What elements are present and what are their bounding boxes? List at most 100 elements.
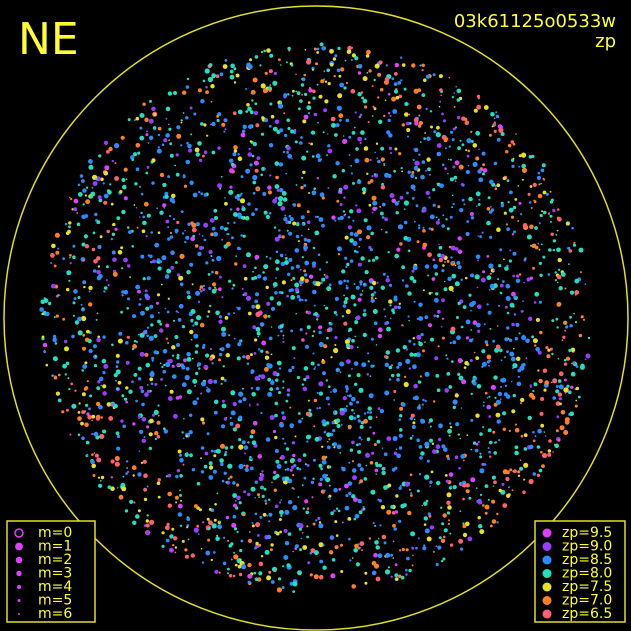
star [356, 373, 361, 378]
star [190, 318, 194, 322]
star [447, 428, 452, 434]
star [131, 245, 134, 248]
star [359, 280, 363, 284]
star [197, 300, 201, 303]
star [217, 183, 223, 189]
star [266, 534, 272, 540]
star [103, 286, 108, 290]
star [417, 405, 421, 410]
star [452, 290, 454, 293]
star [364, 571, 368, 575]
star [319, 192, 325, 198]
star [385, 64, 388, 67]
star [222, 536, 226, 539]
star [353, 361, 359, 366]
star [284, 254, 287, 256]
star [290, 329, 294, 333]
star [260, 173, 264, 177]
star [424, 474, 430, 480]
star [301, 383, 305, 386]
star [219, 72, 224, 77]
star [145, 171, 149, 175]
star [262, 512, 267, 517]
star [358, 115, 362, 119]
star [247, 492, 251, 497]
star [262, 271, 265, 274]
star [542, 368, 548, 373]
star [481, 231, 484, 234]
star [203, 222, 209, 228]
star [97, 476, 101, 479]
star [299, 284, 302, 287]
star [260, 132, 265, 136]
star [504, 305, 508, 309]
star [398, 302, 401, 305]
star [351, 584, 357, 589]
star [424, 528, 430, 534]
star [265, 214, 270, 219]
star [137, 289, 141, 294]
star [127, 118, 131, 122]
star [294, 140, 298, 144]
star [543, 210, 547, 215]
star [168, 139, 171, 142]
star [201, 345, 206, 349]
star [498, 127, 504, 133]
star [393, 451, 398, 456]
star [510, 380, 513, 383]
star [345, 390, 348, 393]
star [245, 354, 251, 360]
star [392, 540, 395, 543]
star [151, 356, 155, 360]
star [396, 377, 400, 382]
star [423, 137, 426, 140]
star [375, 576, 381, 582]
star [355, 562, 360, 567]
star [193, 333, 199, 339]
star [125, 386, 129, 390]
star [243, 445, 249, 450]
star [333, 347, 339, 354]
star [564, 392, 567, 394]
star [373, 291, 377, 294]
star [388, 283, 393, 287]
star [270, 353, 273, 356]
star [440, 325, 443, 328]
star [421, 63, 425, 67]
star [171, 527, 175, 531]
star [177, 512, 183, 517]
star [457, 433, 460, 436]
star [243, 452, 246, 455]
star [319, 281, 323, 285]
star [142, 459, 147, 464]
star [484, 484, 489, 488]
star [227, 572, 229, 575]
star [377, 498, 380, 501]
star [275, 387, 279, 391]
star [388, 378, 392, 381]
star [239, 198, 246, 204]
star [81, 307, 84, 310]
star [483, 105, 489, 110]
star [410, 494, 413, 497]
star [289, 468, 293, 472]
star [313, 550, 319, 556]
star [162, 182, 167, 188]
star [538, 468, 543, 473]
star [487, 498, 490, 501]
star [224, 196, 226, 199]
star [137, 509, 141, 513]
star [354, 513, 360, 519]
star [254, 168, 259, 173]
star [283, 217, 288, 222]
star [442, 214, 445, 217]
star [360, 130, 365, 135]
star [527, 192, 531, 196]
star [144, 392, 149, 397]
star [72, 314, 75, 317]
star [336, 444, 342, 450]
star [477, 516, 481, 520]
star [393, 399, 396, 401]
star [146, 130, 148, 133]
star [511, 409, 516, 414]
